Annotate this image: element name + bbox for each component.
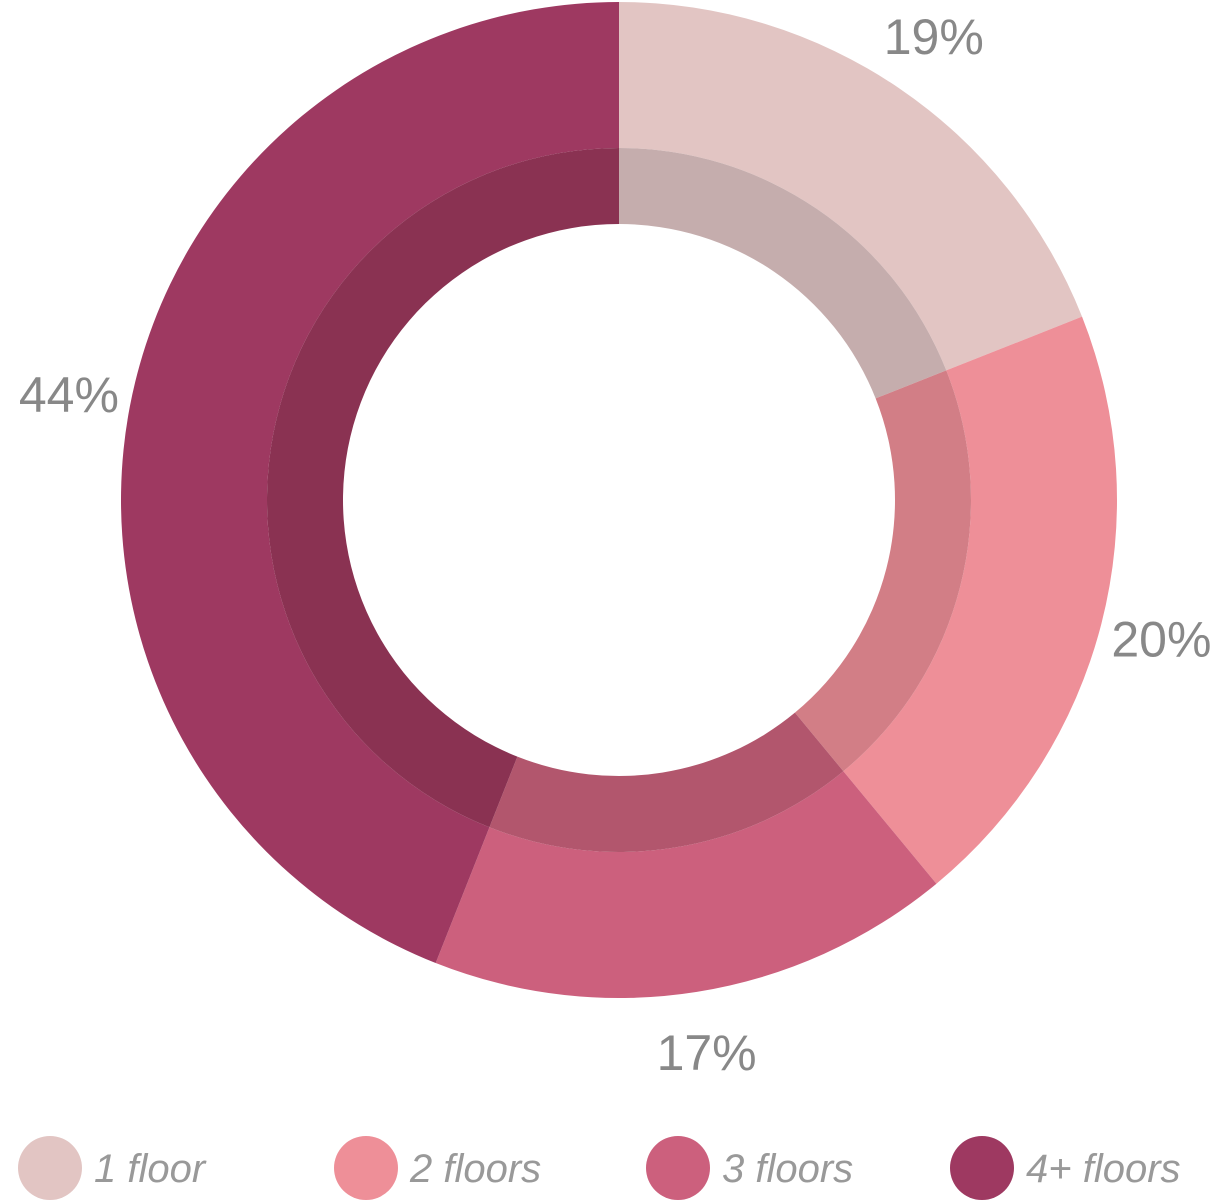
slice-4plus-floors xyxy=(120,2,619,964)
slice-2-floors xyxy=(843,316,1117,884)
chart-legend: 1 floor 2 floors 3 floors 4+ floors xyxy=(18,1136,1181,1200)
legend-swatch-4plus-floors xyxy=(950,1136,1014,1200)
legend-swatch-1-floor xyxy=(18,1136,82,1200)
legend-label-1-floor: 1 floor xyxy=(94,1147,207,1191)
legend-item-4plus-floors: 4+ floors xyxy=(950,1136,1181,1200)
slice-inner-band-3-floors xyxy=(489,712,844,852)
legend-label-3-floors: 3 floors xyxy=(722,1147,853,1191)
value-label-1-floor: 19% xyxy=(884,9,984,65)
legend-swatch-2-floors xyxy=(334,1136,398,1200)
value-label-3-floors: 17% xyxy=(657,1025,757,1081)
value-label-2-floors: 20% xyxy=(1111,611,1211,667)
slice-1-floor xyxy=(619,2,1083,371)
legend-item-1-floor: 1 floor xyxy=(18,1136,207,1200)
slice-3-floors xyxy=(435,771,937,998)
legend-label-2-floors: 2 floors xyxy=(409,1147,541,1191)
slice-value-labels: 19% 20% 17% 44% xyxy=(19,9,1212,1081)
slice-inner-band-2-floors xyxy=(794,370,971,772)
legend-swatch-3-floors xyxy=(646,1136,710,1200)
legend-label-4plus-floors: 4+ floors xyxy=(1026,1147,1181,1191)
value-label-4plus-floors: 44% xyxy=(19,367,119,423)
donut-inner-bands xyxy=(266,148,971,852)
slice-inner-band-1-floor xyxy=(619,148,947,399)
legend-item-2-floors: 2 floors xyxy=(334,1136,541,1200)
legend-item-3-floors: 3 floors xyxy=(646,1136,853,1200)
donut-slices xyxy=(120,2,1117,998)
slice-inner-band-4plus-floors xyxy=(266,148,619,828)
